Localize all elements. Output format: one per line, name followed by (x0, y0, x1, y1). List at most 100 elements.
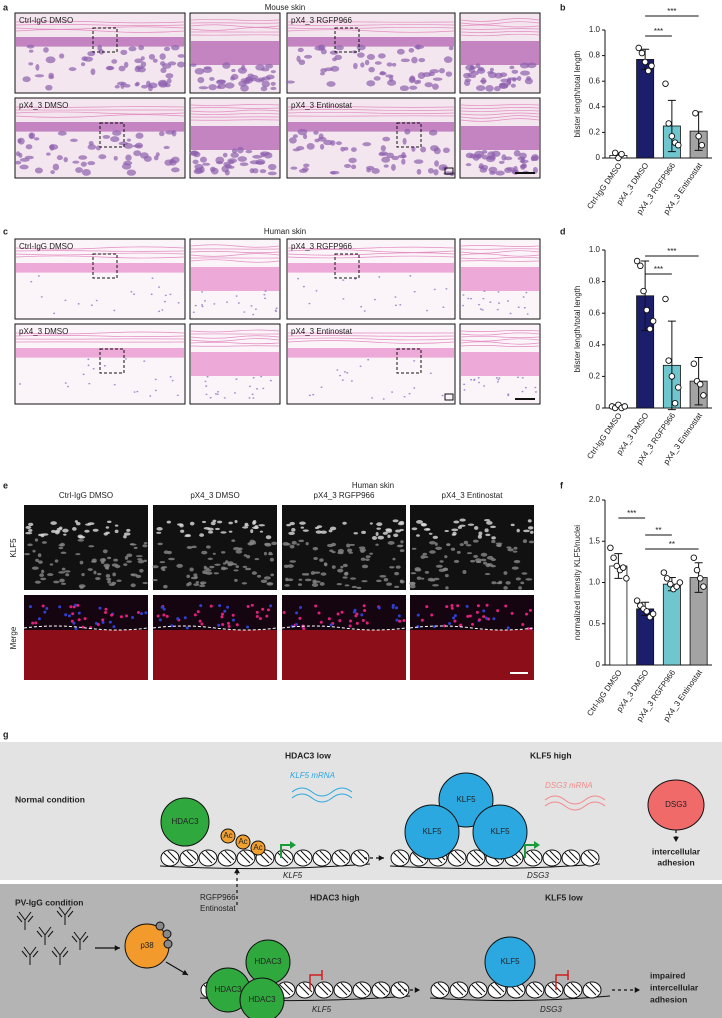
nucleus (255, 614, 259, 618)
nucleus (510, 611, 514, 615)
nucleus (528, 608, 532, 612)
nucleus (452, 616, 456, 620)
cell (210, 167, 219, 175)
column-label: Ctrl-IgG DMSO (59, 491, 113, 500)
signal (114, 564, 121, 569)
zoom-box (396, 348, 422, 374)
antibody (36, 926, 54, 945)
phospho (163, 939, 173, 949)
cell (400, 58, 410, 63)
nucleus (64, 613, 68, 617)
y-tick-label: 1.0 (589, 245, 601, 254)
stratum (460, 260, 540, 262)
promoter-head (290, 841, 296, 849)
protein (472, 804, 528, 860)
cell (130, 290, 133, 293)
signal (445, 586, 449, 590)
signal (473, 526, 479, 530)
signal (379, 575, 387, 578)
nucleus (450, 606, 454, 610)
protein (250, 840, 266, 856)
protein (438, 772, 494, 828)
y-tick-label: 0.5 (589, 619, 601, 628)
nucleosome-stripe (182, 850, 197, 864)
epidermis (288, 37, 454, 47)
nucleus (28, 605, 32, 609)
signal (304, 573, 310, 576)
signal (289, 544, 295, 549)
cell (315, 289, 318, 292)
cell (517, 306, 520, 308)
cell (464, 80, 471, 86)
cell (510, 83, 516, 88)
signal (459, 543, 464, 546)
cell (304, 54, 313, 59)
signal (351, 585, 357, 589)
signal (41, 569, 45, 574)
cell (227, 165, 235, 169)
cell (81, 56, 88, 61)
cell (78, 155, 88, 160)
cell (470, 378, 473, 381)
nucleus (471, 622, 475, 626)
cell (288, 137, 297, 144)
cell (382, 136, 391, 142)
cell (526, 76, 532, 81)
signal (59, 578, 65, 583)
nucleus (465, 604, 469, 608)
nucleus (355, 621, 359, 625)
cell (292, 134, 298, 139)
cell (52, 163, 60, 171)
stratum (460, 332, 540, 336)
cell (413, 387, 416, 389)
image (14, 12, 186, 94)
cell (408, 76, 416, 84)
y-tick-label: 0.8 (589, 51, 601, 60)
cell (508, 77, 519, 81)
cell (213, 303, 216, 305)
cell (237, 156, 247, 162)
cell (154, 378, 157, 381)
cell (214, 393, 217, 395)
signal (242, 526, 249, 529)
cell (489, 67, 494, 72)
nucleus (298, 616, 302, 620)
nucleus (475, 610, 479, 614)
signal (114, 529, 119, 534)
signal (207, 557, 213, 561)
nucleosome-stripe (279, 982, 294, 996)
inhibition (555, 970, 569, 990)
cell (478, 381, 481, 384)
signal (167, 550, 172, 555)
signal (152, 579, 158, 582)
cell (470, 297, 473, 300)
cell (411, 56, 418, 64)
signal (195, 581, 200, 584)
signal (328, 529, 333, 533)
cell (415, 44, 421, 50)
cell (231, 148, 238, 154)
image-label: pX4_3 DMSO (19, 101, 68, 110)
stratum (460, 245, 540, 247)
signal (238, 547, 243, 551)
signal (201, 550, 208, 555)
label: KLF5 low (545, 892, 583, 902)
nucleus (269, 604, 273, 608)
nucleus (352, 610, 356, 614)
signal (444, 574, 449, 578)
panel-label: a (3, 2, 9, 12)
cell (105, 65, 115, 71)
signal (512, 550, 518, 553)
signal (451, 528, 459, 532)
cell (348, 157, 357, 164)
signal (241, 582, 248, 585)
cell (413, 360, 416, 362)
cell (248, 385, 251, 388)
zoom-box (99, 122, 125, 148)
nucleus (391, 603, 395, 607)
data-point (693, 566, 701, 574)
cell (158, 310, 161, 313)
cell (382, 398, 385, 400)
signal (490, 558, 496, 562)
signal (313, 557, 318, 560)
